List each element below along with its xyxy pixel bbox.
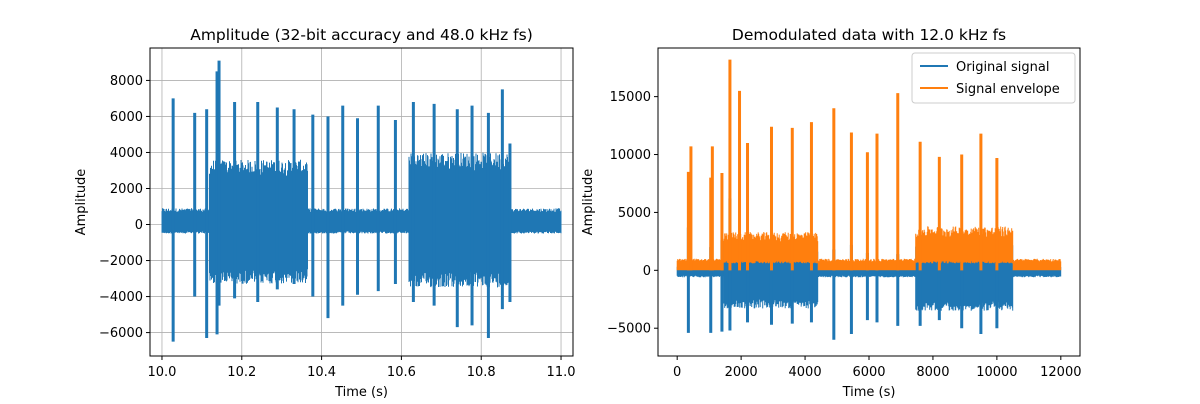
x-tick-label: 10.6 <box>387 365 416 380</box>
x-tick-label: 12000 <box>1040 365 1081 380</box>
y-tick-label: 4000 <box>110 146 143 161</box>
y-tick-label: 0 <box>643 264 651 279</box>
series-1 <box>161 60 562 342</box>
y-tick-label: 0 <box>135 218 143 233</box>
y-tick-label: 15000 <box>610 90 651 105</box>
x-axis-label: Time (s) <box>842 385 896 400</box>
y-tick-label: 6000 <box>110 110 143 125</box>
y-axis-label: Amplitude <box>581 169 596 236</box>
x-tick-label: 10.2 <box>227 365 256 380</box>
y-tick-label: −6000 <box>99 326 143 341</box>
series-2 <box>676 59 1062 271</box>
legend: Original signal Signal envelope <box>911 52 1076 104</box>
x-tick-label: 11.0 <box>547 365 576 380</box>
plot-frame <box>149 47 574 357</box>
x-tick-label: 10.8 <box>467 365 496 380</box>
y-tick-label: −4000 <box>99 290 143 305</box>
x-tick-label: 4000 <box>789 365 822 380</box>
chart-2: 0 2000 4000 6000 8000 10000 12000 −5000 0 5000 100… <box>581 26 1081 400</box>
x-tick-label: 2000 <box>725 365 758 380</box>
legend-label: Signal envelope <box>956 82 1060 97</box>
chart-title: Demodulated data with 12.0 kHz fs <box>732 26 1006 44</box>
chart-title: Amplitude (32-bit accuracy and 48.0 kHz … <box>190 26 533 44</box>
x-tick-label: 0 <box>673 365 681 380</box>
series-band <box>676 241 1062 311</box>
x-axis: 0 2000 4000 6000 8000 10000 12000 <box>673 356 1081 380</box>
y-axis-label: Amplitude <box>74 169 89 236</box>
legend-box <box>911 52 1076 104</box>
x-tick-label: 10.4 <box>307 365 336 380</box>
x-axis: 10.0 10.2 10.4 10.6 10.8 11.0 <box>147 356 576 380</box>
y-tick-label: −5000 <box>607 322 651 337</box>
legend-label: Original signal <box>956 60 1049 75</box>
x-tick-label: 6000 <box>852 365 885 380</box>
y-tick-label: 2000 <box>110 182 143 197</box>
x-axis-label: Time (s) <box>334 385 388 400</box>
y-tick-label: 10000 <box>610 148 651 163</box>
y-tick-label: 8000 <box>110 74 143 89</box>
x-tick-label: 10.0 <box>147 365 176 380</box>
y-tick-label: 5000 <box>618 206 651 221</box>
series-band <box>676 226 1062 271</box>
x-tick-label: 8000 <box>916 365 949 380</box>
y-axis: −5000 0 5000 10000 15000 <box>607 90 658 337</box>
chart-1: 10.0 10.2 10.4 10.6 10.8 11.0 −6000 −4000 −2000 0… <box>74 26 576 400</box>
x-tick-label: 10000 <box>976 365 1017 380</box>
y-tick-label: −2000 <box>99 254 143 269</box>
y-axis: −6000 −4000 −2000 0 2000 4000 6000 8000 <box>99 74 150 341</box>
